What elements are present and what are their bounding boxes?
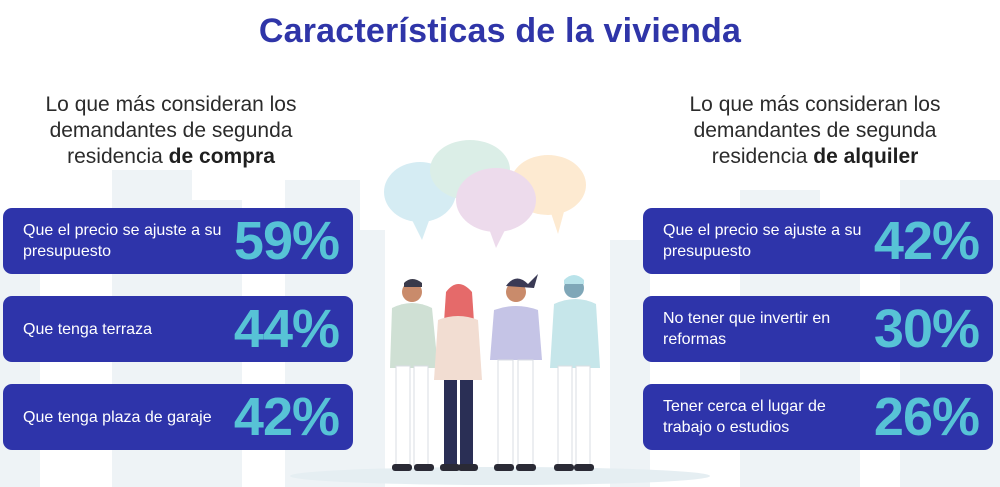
person-3 — [490, 274, 542, 471]
person-1 — [390, 279, 438, 471]
page-title: Características de la vivienda — [258, 12, 742, 50]
left-card-3: Que tenga plaza de garaje 42% — [3, 384, 353, 450]
card-value: 44% — [233, 299, 340, 359]
card-label: Tener cerca el lugar de trabajo o estudi… — [663, 398, 826, 436]
right-heading: Lo que más consideran los demandantes de… — [650, 92, 980, 170]
card-value: 26% — [873, 387, 980, 447]
person-2 — [434, 284, 482, 471]
card-label: Que tenga plaza de garaje — [23, 408, 212, 426]
left-card-2: Que tenga terraza 44% — [3, 296, 353, 362]
speech-bubbles-icon — [384, 140, 586, 248]
right-card-2: No tener que invertir en reformas 30% — [643, 296, 993, 362]
right-card-3: Tener cerca el lugar de trabajo o estudi… — [643, 384, 993, 450]
card-label: Que el precio se ajuste a su presupuesto — [23, 222, 222, 260]
card-value: 42% — [873, 211, 980, 271]
card-label: Que el precio se ajuste a su presupuesto — [663, 222, 862, 260]
right-heading-bold: de alquiler — [813, 145, 919, 168]
card-value: 30% — [873, 299, 980, 359]
left-heading-text: Lo que más consideran los demandantes de… — [45, 93, 297, 168]
left-card-1: Que el precio se ajuste a su presupuesto… — [3, 208, 353, 274]
right-card-1: Que el precio se ajuste a su presupuesto… — [643, 208, 993, 274]
card-label: No tener que invertir en reformas — [663, 310, 831, 348]
card-value: 59% — [233, 211, 340, 271]
people-illustration — [384, 140, 600, 471]
person-4 — [550, 275, 600, 471]
left-heading: Lo que más consideran los demandantes de… — [6, 92, 336, 170]
card-label: Que tenga terraza — [23, 320, 152, 338]
card-value: 42% — [233, 387, 340, 447]
right-heading-text: Lo que más consideran los demandantes de… — [689, 93, 941, 168]
left-heading-bold: de compra — [168, 145, 275, 168]
